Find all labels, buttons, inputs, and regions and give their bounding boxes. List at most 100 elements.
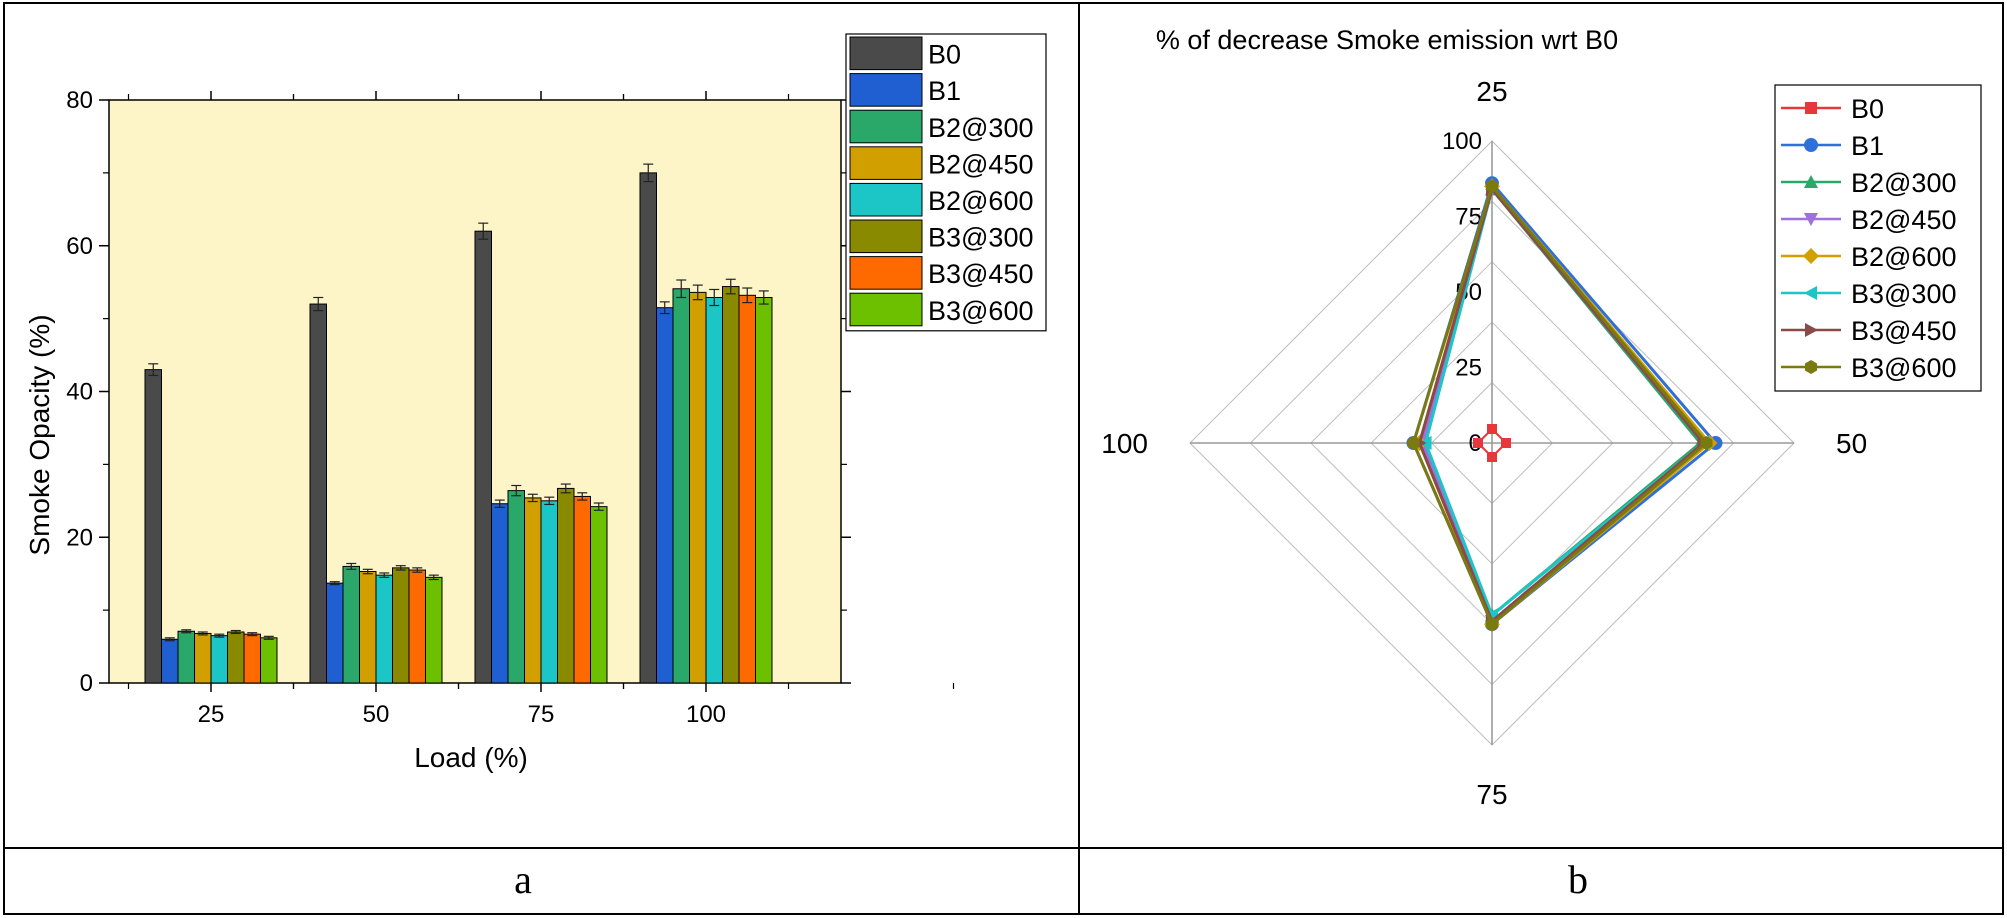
bar: [491, 503, 509, 684]
bar: [524, 497, 542, 684]
bar-ticks: 0 20 40 60 80 25 50 75 100: [66, 87, 955, 728]
bar-legend: B0 B1 B2@300 B2@450 B2@600 B3@300 B3@450 B3@600: [845, 33, 1047, 332]
radar-point: [1487, 452, 1497, 462]
bar: [590, 506, 608, 684]
bar-x-axis-label: Load (%): [414, 742, 528, 773]
bar: [375, 574, 393, 684]
y-tick-label: 40: [66, 379, 93, 406]
radar-axis-label: 25: [1476, 76, 1507, 107]
bar: [359, 571, 377, 684]
radar-point: [1804, 175, 1818, 188]
bar: [425, 576, 443, 684]
radar-point: [1804, 138, 1818, 152]
radar-legend-label: B1: [1851, 131, 1884, 161]
radar-point: [1805, 323, 1818, 337]
radar-legend: B0 B1 B2@300 B2@450 B2@600 B3@300 B3@450 B3@600: [1774, 84, 1982, 392]
legend-label: B0: [928, 40, 961, 70]
bar: [573, 495, 591, 684]
bar: [392, 567, 410, 684]
radar-point: [1805, 102, 1817, 114]
legend-swatch: [849, 109, 923, 144]
bar: [260, 637, 278, 684]
panel-label-a: a: [514, 857, 532, 902]
radar-point: [1501, 438, 1511, 448]
radar-point: [1485, 617, 1499, 632]
bar: [557, 487, 575, 684]
legend-label: B2@300: [928, 113, 1033, 143]
radar-point: [1804, 213, 1818, 226]
bar: [705, 296, 723, 684]
bar: [408, 569, 426, 684]
bar: [474, 230, 492, 684]
radar-axis-label: 100: [1101, 428, 1148, 459]
radar-marks: [1406, 176, 1723, 633]
legend-swatch: [849, 73, 923, 107]
radar-legend-label: B2@450: [1851, 205, 1956, 235]
bar-y-axis-label: Smoke Opacity (%): [24, 314, 55, 555]
legend-swatch: [849, 182, 923, 217]
bar: [672, 288, 690, 684]
bar: [342, 565, 360, 684]
y-tick-label: 60: [66, 233, 93, 260]
radar-legend-label: B2@600: [1851, 242, 1956, 272]
y-tick-label: 20: [66, 524, 93, 551]
bar: [194, 632, 212, 684]
y-tick-label: 80: [66, 87, 93, 114]
x-tick-label: 75: [528, 701, 555, 728]
radar-point: [1407, 436, 1420, 450]
bar: [639, 172, 657, 684]
bar: [507, 490, 525, 684]
legend-label: B3@300: [928, 223, 1033, 253]
radar-series: [1473, 424, 1511, 462]
radar-point: [1473, 438, 1483, 448]
radar-legend-box: [1774, 84, 1982, 392]
bar-marks: [144, 163, 773, 684]
bar: [656, 307, 674, 684]
y-tick-label: 0: [80, 670, 93, 697]
radar-title: % of decrease Smoke emission wrt B0: [1156, 25, 1618, 55]
bar: [227, 631, 245, 684]
bar: [161, 638, 179, 684]
radar-chart: % of decrease Smoke emission wrt B0 0255…: [1101, 25, 1982, 810]
bar: [738, 294, 756, 684]
bar: [326, 582, 344, 684]
radar-legend-label: B3@450: [1851, 316, 1956, 346]
legend-swatch: [849, 146, 923, 180]
legend-label: B2@600: [928, 186, 1033, 216]
legend-label: B2@450: [928, 149, 1033, 179]
bar: [210, 635, 228, 684]
bar: [689, 291, 707, 684]
legend-label: B1: [928, 76, 961, 106]
bar: [755, 296, 773, 684]
radar-legend-label: B3@300: [1851, 279, 1956, 309]
radar-point: [1485, 179, 1499, 194]
bar: [309, 303, 327, 684]
radar-point: [1804, 360, 1818, 374]
radar-tick-label: 25: [1455, 355, 1482, 382]
bar: [540, 500, 558, 684]
legend-swatch: [849, 256, 923, 290]
radar-legend-label: B3@600: [1851, 353, 1956, 383]
figure-frame: [3, 2, 2004, 915]
legend-label: B3@600: [928, 296, 1033, 326]
bar-chart: 0 20 40 60 80 25 50 75 100 Load (%) Smoke Opacit…: [24, 33, 1047, 773]
legend-label: B3@450: [928, 259, 1033, 289]
legend-swatch: [849, 292, 923, 327]
panel-label-b: b: [1568, 857, 1588, 902]
bar: [243, 633, 261, 684]
radar-point: [1803, 248, 1819, 264]
x-tick-label: 100: [686, 701, 726, 728]
x-tick-label: 50: [363, 701, 390, 728]
radar-point: [1487, 424, 1497, 434]
radar-point: [1700, 436, 1713, 450]
bar: [722, 286, 740, 684]
radar-legend-label: B0: [1851, 94, 1884, 124]
legend-swatch: [849, 219, 923, 254]
radar-series: [1413, 182, 1711, 629]
x-tick-label: 25: [198, 701, 225, 728]
radar-point: [1804, 286, 1817, 300]
bar: [144, 369, 162, 684]
legend-swatch: [849, 36, 923, 71]
